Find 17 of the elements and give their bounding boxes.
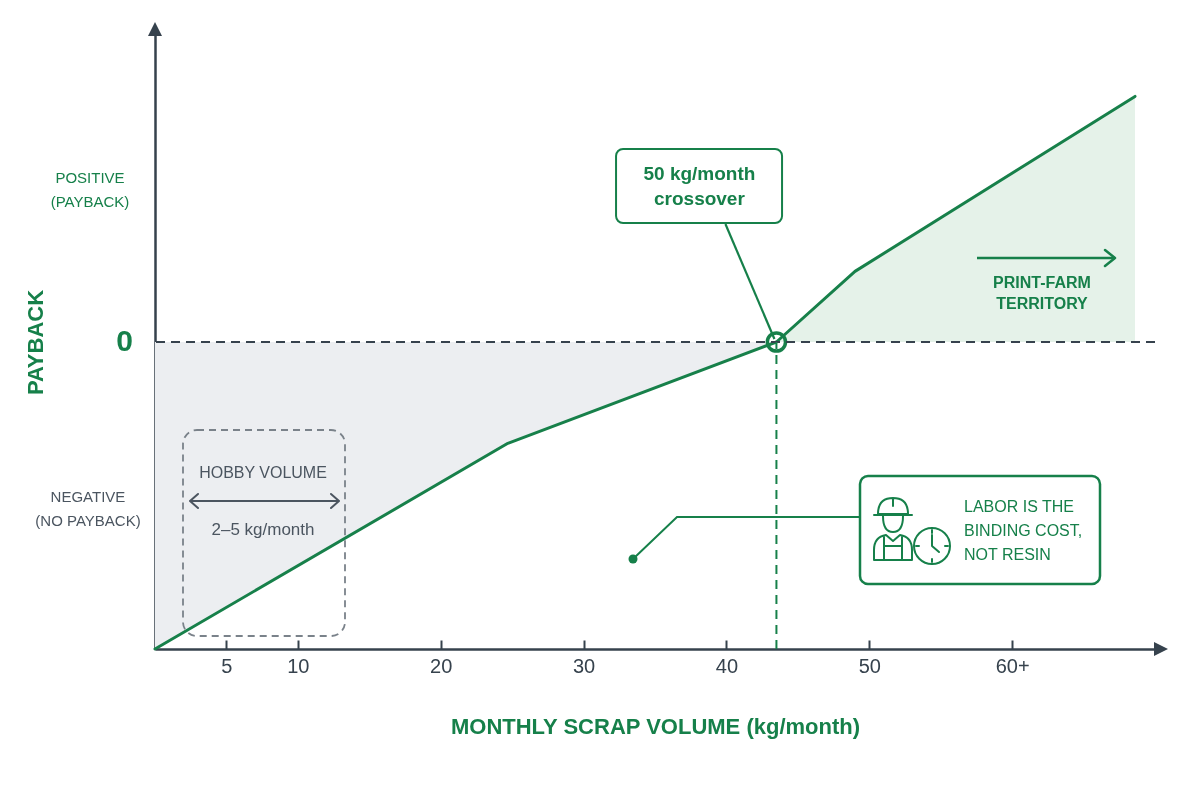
annotation: LABOR IS THE BINDING COST, NOT RESIN (964, 497, 1083, 565)
x-tick-label: 50 (858, 654, 881, 677)
x-tick-label: 30 (572, 654, 596, 677)
annotation: PRINT-FARM TERRITORY (993, 273, 1091, 314)
x-tick-label: 10 (287, 654, 310, 677)
x-tick-label: 40 (715, 654, 739, 677)
annotation: HOBBY VOLUME (199, 463, 327, 483)
x-tick-label: 20 (430, 654, 453, 677)
x-tick-label: 5 (221, 654, 233, 677)
text: POSITIVE (PAYBACK) (50, 168, 130, 212)
x-axis-title: MONTHLY SCRAP VOLUME (kg/month) (450, 713, 861, 739)
annotation: 2–5 kg/month (211, 520, 315, 540)
text: NEGATIVE (NO PAYBACK) (35, 487, 141, 531)
ref-line-label: 0 (116, 324, 133, 357)
x-tick-label: 60+ (995, 654, 1030, 677)
y-axis-title: PAYBACK (22, 289, 48, 396)
annotation: 50 kg/month crossover (615, 148, 784, 224)
